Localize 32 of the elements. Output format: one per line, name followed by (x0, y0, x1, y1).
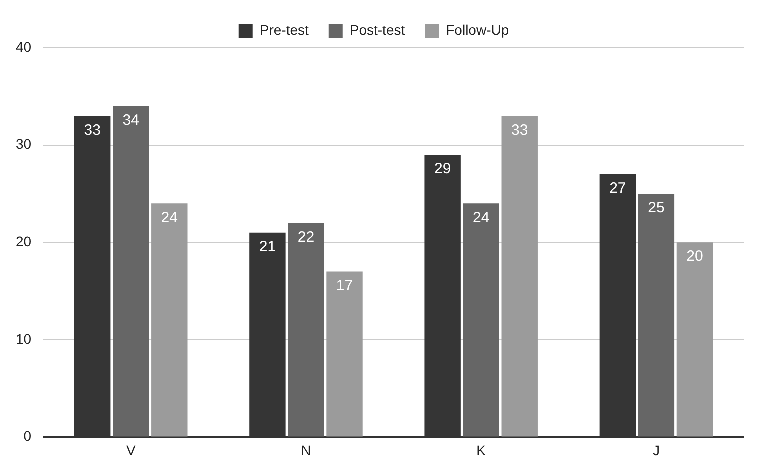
y-tick-label: 40 (16, 38, 32, 55)
data-label: 25 (648, 200, 665, 217)
y-tick-label: 0 (24, 428, 32, 444)
y-tick-label: 20 (16, 233, 32, 250)
legend-label: Post-test (350, 22, 406, 38)
y-tick-label: 30 (16, 136, 32, 152)
data-label: 17 (336, 277, 354, 294)
bar (326, 272, 363, 437)
data-label: 20 (686, 248, 704, 266)
x-tick-label: K (476, 442, 487, 458)
data-label: 21 (259, 238, 276, 256)
legend-label: Follow-Up (446, 22, 510, 38)
x-tick-label: J (652, 442, 660, 458)
data-label: 33 (512, 122, 528, 139)
data-label: 29 (434, 160, 452, 178)
bar (152, 204, 188, 437)
data-label: 24 (161, 209, 178, 226)
data-label: 27 (610, 180, 626, 198)
bar (288, 223, 324, 437)
bar (113, 106, 150, 437)
data-label: 22 (298, 228, 315, 246)
data-label: 34 (122, 112, 140, 130)
x-tick-label: N (301, 442, 312, 458)
bar (502, 116, 538, 437)
legend-label: Pre-test (260, 22, 309, 38)
bar (638, 194, 675, 437)
data-label: 33 (84, 122, 101, 139)
bar (676, 242, 714, 437)
x-tick-label: V (126, 442, 136, 458)
bar (463, 204, 500, 437)
y-tick-label: 10 (16, 330, 32, 347)
data-label: 24 (472, 209, 490, 226)
